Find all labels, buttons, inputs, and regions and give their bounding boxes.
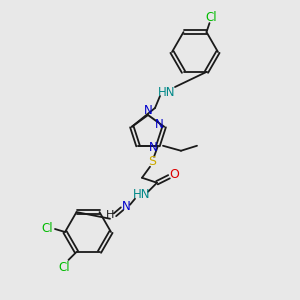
Text: Cl: Cl: [206, 11, 217, 24]
Text: N: N: [148, 141, 158, 154]
Text: HN: HN: [158, 85, 176, 98]
Text: O: O: [169, 168, 179, 181]
Text: H: H: [106, 210, 114, 220]
Text: S: S: [148, 155, 156, 168]
Text: HN: HN: [133, 188, 151, 201]
Text: N: N: [155, 118, 164, 131]
Text: Cl: Cl: [59, 261, 70, 274]
Text: Cl: Cl: [41, 221, 53, 235]
Text: N: N: [122, 200, 130, 213]
Text: N: N: [144, 103, 152, 116]
